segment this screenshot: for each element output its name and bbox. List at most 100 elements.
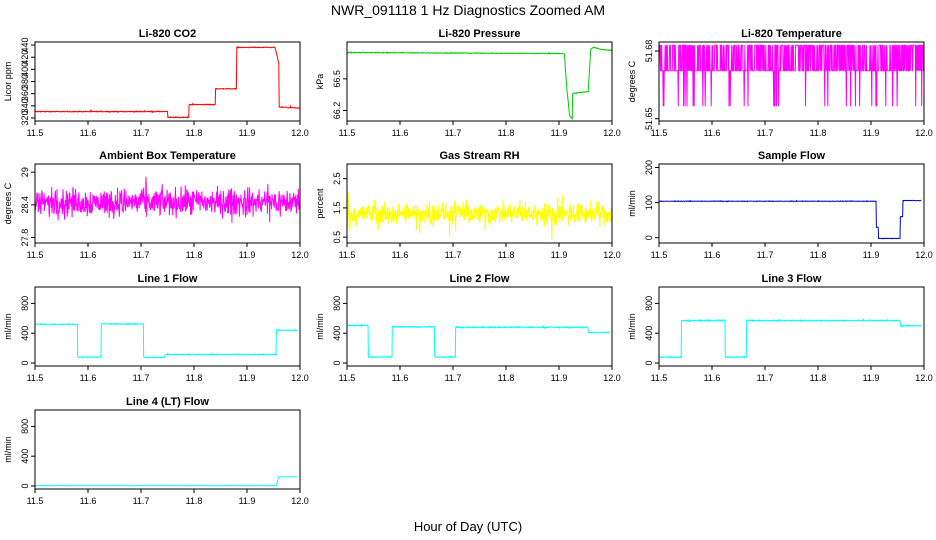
y-axis-label: ml/min <box>315 313 325 340</box>
x-tick-label: 11.7 <box>133 128 150 138</box>
x-tick-label: 12.0 <box>915 128 933 138</box>
x-tick-label: 11.7 <box>133 496 150 506</box>
y-tick-label: 800 <box>20 296 30 311</box>
x-tick-label: 11.9 <box>551 128 568 138</box>
y-tick-label: 2.5 <box>332 172 342 185</box>
x-tick-label: 12.0 <box>291 496 309 506</box>
series-line <box>35 476 298 487</box>
panel-title: Line 3 Flow <box>762 273 822 285</box>
series-line <box>659 44 924 107</box>
x-tick-label: 11.6 <box>704 128 721 138</box>
plot-frame <box>658 41 925 122</box>
x-tick-label: 11.8 <box>186 373 203 383</box>
y-tick-label: 320 <box>20 110 30 125</box>
x-tick-label: 11.5 <box>27 373 44 383</box>
plot-frame <box>346 286 613 367</box>
y-axis-label: degrees C <box>627 60 637 102</box>
panel-2: Li-820 Pressure 11.5 11.6 11.7 11.8 11.9 12.0 6… <box>315 28 621 138</box>
panel-title: Ambient Box Temperature <box>99 150 236 162</box>
y-tick-label: 360 <box>20 86 30 101</box>
x-tick-label: 12.0 <box>603 250 621 260</box>
panel-title: Li-820 Temperature <box>741 28 842 40</box>
y-axis-label: ml/min <box>627 313 637 340</box>
panel-3: Li-820 Temperature 11.5 11.6 11.7 11.8 11.9 12… <box>627 28 933 138</box>
x-tick-label: 11.5 <box>339 128 356 138</box>
y-tick-label: 66.2 <box>332 102 342 120</box>
y-axis-label: kPa <box>315 74 325 90</box>
x-tick-label: 11.9 <box>863 250 880 260</box>
series-line <box>659 317 922 359</box>
x-tick-label: 11.7 <box>757 250 774 260</box>
x-tick-label: 11.6 <box>80 373 97 383</box>
x-tick-label: 11.9 <box>239 373 256 383</box>
y-tick-label: 800 <box>644 296 654 311</box>
y-tick-label: 1.5 <box>332 202 342 215</box>
x-tick-label: 12.0 <box>915 250 933 260</box>
x-tick-label: 11.5 <box>651 250 668 260</box>
y-tick-label: 0 <box>20 361 30 366</box>
x-tick-label: 11.6 <box>704 373 721 383</box>
x-tick-label: 11.9 <box>863 373 880 383</box>
series-line <box>35 322 298 360</box>
y-tick-label: 100 <box>644 195 654 210</box>
x-tick-label: 11.6 <box>704 250 721 260</box>
x-tick-label: 11.5 <box>651 128 668 138</box>
y-tick-label: 0 <box>20 484 30 489</box>
panel-10: Line 4 (LT) Flow 11.5 11.6 11.7 11.8 11.9 12.0… <box>3 396 309 506</box>
y-tick-label: 0 <box>644 235 654 240</box>
x-tick-label: 11.8 <box>186 128 203 138</box>
plot-frame <box>34 163 301 244</box>
plot-frame <box>34 409 301 490</box>
plot-frame <box>34 41 301 122</box>
x-tick-label: 11.7 <box>445 373 462 383</box>
x-tick-label: 11.8 <box>186 496 203 506</box>
x-tick-label: 12.0 <box>291 250 309 260</box>
x-tick-label: 11.5 <box>339 250 356 260</box>
y-axis-label: ml/min <box>627 190 637 217</box>
y-axis-label: Licor ppm <box>3 62 13 102</box>
x-tick-label: 11.9 <box>239 128 256 138</box>
x-tick-label: 11.6 <box>80 496 97 506</box>
x-tick-label: 11.5 <box>27 128 44 138</box>
panel-title: Li-820 Pressure <box>439 28 521 40</box>
y-tick-label: 420 <box>20 50 30 65</box>
x-tick-label: 11.9 <box>863 128 880 138</box>
x-tick-label: 11.7 <box>133 250 150 260</box>
x-tick-label: 11.6 <box>392 128 409 138</box>
x-tick-label: 11.7 <box>757 373 774 383</box>
plot-frame <box>34 286 301 367</box>
x-tick-label: 11.5 <box>27 496 44 506</box>
x-tick-label: 11.6 <box>392 373 409 383</box>
plot-frame <box>658 286 925 367</box>
plot-frame <box>346 41 613 122</box>
y-axis-label: percent <box>315 188 325 219</box>
x-tick-label: 11.8 <box>498 373 515 383</box>
y-tick-label: 66.5 <box>332 70 342 88</box>
x-tick-label: 11.9 <box>551 373 568 383</box>
series-line <box>347 323 610 359</box>
x-tick-label: 11.7 <box>757 128 774 138</box>
x-tick-label: 11.9 <box>551 250 568 260</box>
y-tick-label: 800 <box>332 296 342 311</box>
x-tick-label: 11.8 <box>810 373 827 383</box>
y-tick-label: 800 <box>20 419 30 434</box>
x-tick-label: 11.7 <box>445 128 462 138</box>
x-tick-label: 12.0 <box>915 373 933 383</box>
x-tick-label: 11.8 <box>498 250 515 260</box>
y-tick-label: 400 <box>20 449 30 464</box>
y-tick-label: 200 <box>644 160 654 175</box>
series-line <box>35 176 300 223</box>
panel-8: Line 2 Flow 11.5 11.6 11.7 11.8 11.9 12.0 0 400 8… <box>315 273 621 383</box>
x-tick-label: 11.7 <box>133 373 150 383</box>
series-line <box>35 45 300 119</box>
panel-title: Sample Flow <box>758 150 826 162</box>
x-tick-label: 11.5 <box>651 373 668 383</box>
x-tick-label: 12.0 <box>291 373 309 383</box>
x-tick-label: 11.7 <box>445 250 462 260</box>
plot-frame <box>346 163 613 244</box>
x-tick-label: 12.0 <box>603 128 621 138</box>
x-tick-label: 11.8 <box>498 128 515 138</box>
y-tick-label: 29 <box>20 167 30 177</box>
panel-grid: Li-820 CO2 11.5 11.6 11.7 11.8 11.9 12.0 320340… <box>3 28 933 506</box>
figure-title: NWR_091118 1 Hz Diagnostics Zoomed AM <box>331 2 605 18</box>
